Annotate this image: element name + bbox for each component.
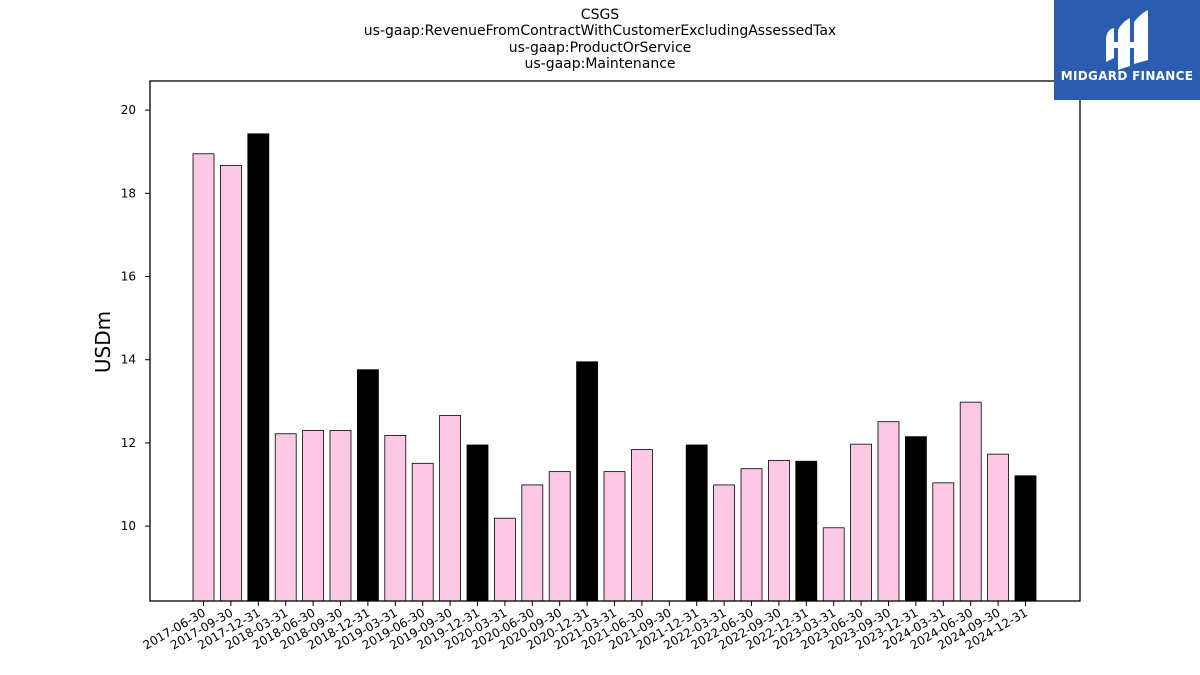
- bar-2020-06-30: [521, 484, 544, 602]
- bar-2021-12-31: [685, 444, 708, 602]
- logo-text: MIDGARD FINANCE: [1060, 69, 1194, 83]
- bar-2023-06-30: [850, 443, 872, 602]
- chart-title: CSGS: [580, 7, 620, 23]
- bar-2017-06-30: [192, 153, 215, 602]
- bar-2018-03-31: [274, 433, 297, 602]
- bar-2018-12-31: [356, 369, 379, 602]
- bar-2022-06-30: [740, 468, 763, 602]
- midgard-finance-logo: MIDGARD FINANCE: [1054, 0, 1200, 100]
- y-tick-label: 20: [121, 103, 136, 117]
- bar-2018-09-30: [329, 430, 352, 602]
- bar-2017-09-30: [219, 165, 242, 602]
- bar-2022-03-31: [713, 484, 735, 602]
- bar-2019-03-31: [384, 435, 407, 602]
- bar-2023-12-31: [905, 436, 927, 602]
- bar-2022-09-30: [768, 459, 790, 602]
- y-tick-label: 10: [121, 519, 136, 533]
- y-axis: 10 12 14 16 18 20: [121, 103, 150, 533]
- y-tick-label: 18: [121, 186, 136, 200]
- x-axis: 2017-06-302017-09-302017-12-312018-03-31…: [141, 601, 1030, 652]
- y-tick-label: 16: [121, 270, 136, 284]
- y-axis-label: USDm: [91, 311, 115, 373]
- chart-subtitle-3: us-gaap:Maintenance: [524, 56, 676, 72]
- bar-2020-12-31: [576, 361, 598, 602]
- y-tick-label: 12: [121, 436, 136, 450]
- bar-2019-06-30: [411, 462, 434, 602]
- chart-subtitle-1: us-gaap:RevenueFromContractWithCustomerE…: [363, 23, 837, 39]
- bar-2022-12-31: [795, 460, 818, 602]
- chart-subtitle-2: us-gaap:ProductOrService: [508, 40, 692, 56]
- bar-2017-12-31: [247, 133, 270, 602]
- bar-2024-12-31: [1014, 475, 1037, 602]
- bar-2020-03-31: [493, 517, 516, 602]
- bar-2024-09-30: [987, 453, 1009, 602]
- bar-2023-09-30: [877, 421, 900, 602]
- bar-2021-03-31: [603, 471, 626, 602]
- logo-mark-icon: [1106, 10, 1148, 70]
- bar-2020-09-30: [548, 471, 571, 602]
- bar-2018-06-30: [302, 430, 325, 602]
- bars-group: [192, 133, 1037, 602]
- bar-2024-06-30: [959, 401, 982, 602]
- bar-2019-12-31: [466, 444, 489, 602]
- bar-2021-06-30: [631, 449, 653, 602]
- bar-2023-03-31: [822, 527, 845, 602]
- y-tick-label: 14: [121, 353, 136, 367]
- plot-frame: [149, 80, 1081, 602]
- bar-2024-03-31: [932, 482, 955, 602]
- bar-2019-09-30: [439, 415, 462, 602]
